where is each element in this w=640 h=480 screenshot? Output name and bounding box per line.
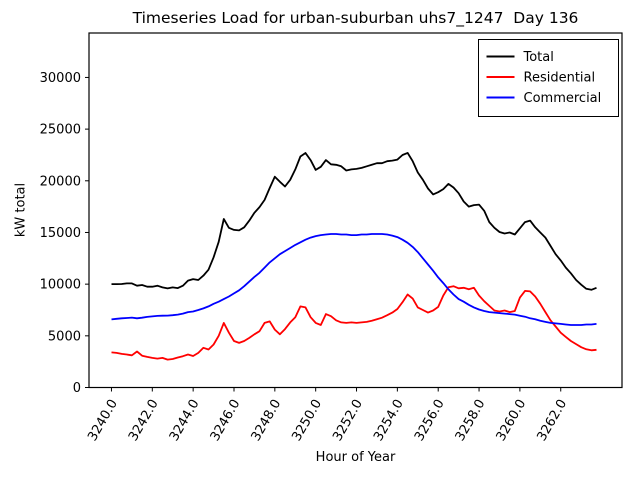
- x-tick-label: 3244.0: [167, 397, 203, 444]
- x-tick-label: 3242.0: [126, 397, 162, 444]
- y-tick-label: 20000: [40, 174, 81, 189]
- legend: Total Residential Commercial: [478, 39, 619, 117]
- series-line-total: [111, 151, 597, 291]
- x-tick-label: 3256.0: [412, 397, 448, 444]
- y-tick-label: 25000: [40, 123, 81, 138]
- x-tick-label: 3250.0: [289, 397, 325, 444]
- y-tick-label: 15000: [40, 226, 81, 241]
- x-tick-label: 3252.0: [330, 397, 366, 444]
- legend-label-commercial: Commercial: [524, 91, 602, 106]
- chart-title: Timeseries Load for urban-suburban uhs7_…: [132, 9, 579, 27]
- x-tick-label: 3258.0: [453, 397, 489, 444]
- x-axis-label: Hour of Year: [315, 450, 396, 465]
- y-tick-label: 10000: [40, 278, 81, 293]
- axes-frame: [88, 32, 623, 389]
- legend-label-residential: Residential: [524, 71, 596, 86]
- x-tick-label: 3240.0: [85, 397, 121, 444]
- x-tick-label: 3254.0: [371, 397, 407, 444]
- legend-label-total: Total: [523, 50, 554, 65]
- y-tick-label: 5000: [48, 329, 81, 344]
- x-tick-label: 3260.0: [494, 397, 530, 444]
- x-tick-label: 3246.0: [208, 397, 244, 444]
- y-axis-label: kW total: [13, 182, 29, 238]
- series-line-residential: [111, 285, 597, 361]
- x-tick-label: 3262.0: [534, 397, 570, 444]
- y-tick-label: 0: [73, 381, 81, 396]
- series-line-commercial: [111, 233, 597, 326]
- x-tick-label: 3248.0: [249, 397, 285, 444]
- y-tick-label: 30000: [40, 71, 81, 86]
